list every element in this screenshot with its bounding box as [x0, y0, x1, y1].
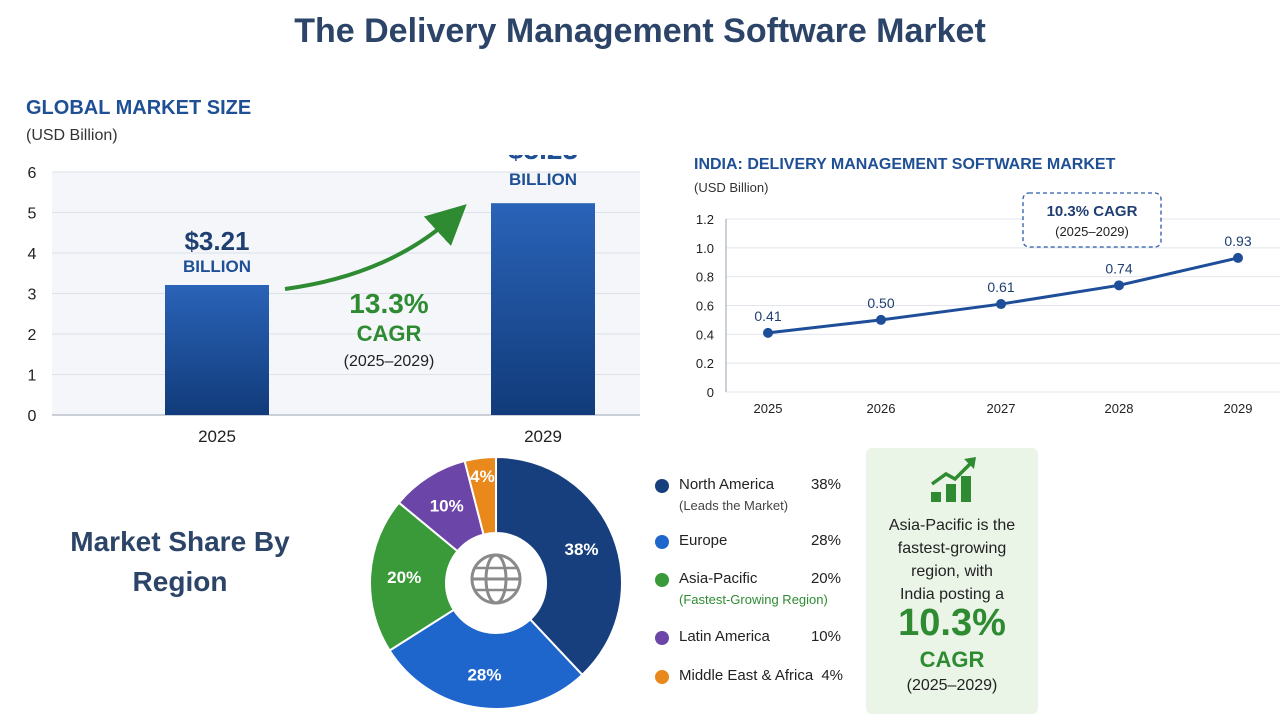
legend-label: North America [679, 476, 775, 493]
callout-line: fastest-growing [897, 540, 1007, 557]
legend-note: (Fastest-Growing Region) [679, 592, 828, 607]
bar-unit-label-2029: BILLION [509, 170, 577, 189]
bar-value-label-2025: $3.21 [184, 226, 249, 256]
line-y-tick-label: 1.0 [696, 241, 714, 256]
donut-slice-middle-east-africa [463, 455, 497, 536]
line-x-tick-label: 2027 [987, 401, 1016, 416]
global-bar-chart: 0 1 2 3 4 5 6 2025 2029 $3.21 BILLION $5.23 BIL… [28, 155, 640, 446]
line-data-label: 0.74 [1105, 260, 1132, 276]
legend-value: 10% [810, 628, 841, 645]
callout-cagr-label: CAGR [919, 647, 985, 672]
bar-value-label-2029: $5.23 [508, 155, 578, 165]
global-chart-title: GLOBAL MARKET SIZE [26, 97, 252, 119]
bar-y-tick-label: 0 [28, 408, 37, 425]
region-heading: Market Share By Region [70, 526, 290, 597]
global-cagr-value: 13.3% [349, 288, 428, 319]
bar-unit-label-2025: BILLION [183, 257, 251, 276]
bar-2025 [165, 284, 269, 415]
india-line-chart: 0 0.2 0.4 0.6 0.8 1.0 1.2 10.3% CAGR (2025–202… [696, 192, 1280, 416]
line-data-label: 0.41 [754, 308, 781, 324]
bar-x-tick-label: 2029 [524, 427, 562, 446]
bar-y-tick-label: 2 [28, 327, 37, 344]
line-point-2028 [1114, 280, 1124, 291]
page-title: The Delivery Management Software Market [294, 12, 986, 50]
line-x-tick-label: 2028 [1105, 401, 1134, 416]
global-cagr-label: CAGR [357, 321, 422, 346]
callout-line: region, with [911, 563, 993, 580]
callout-text: Asia-Pacific is the fastest-growing regi… [866, 514, 1038, 606]
bar-x-tick-label: 2025 [198, 427, 236, 446]
legend-value: 20% [810, 570, 841, 587]
legend-label: Middle East & Africa [679, 667, 814, 684]
line-point-2025 [763, 327, 773, 338]
india-cagr-box [1022, 192, 1162, 248]
legend-swatch-latin-america [655, 631, 669, 645]
donut-slice-label: 20% [387, 568, 421, 587]
callout-line: India posting a [899, 586, 1005, 603]
legend-value: 28% [810, 532, 841, 549]
line-data-label: 0.61 [987, 279, 1014, 295]
legend-value: 4% [821, 667, 843, 684]
growth-chart-icon [930, 457, 976, 502]
legend-swatch-asia-pacific [655, 573, 669, 587]
line-point-2029 [1233, 252, 1243, 263]
donut-slice-label: 4% [470, 467, 495, 486]
legend-swatch-middle-east-africa [655, 670, 669, 684]
line-y-tick-label: 0.4 [696, 327, 714, 342]
globe-icon [470, 553, 522, 605]
donut-slice-north-america [495, 455, 623, 677]
bar-y-tick-label: 5 [28, 206, 37, 223]
callout-cagr-value: 10.3% [898, 602, 1006, 644]
donut-slice-label: 28% [467, 665, 501, 684]
line-point-2026 [876, 314, 886, 325]
legend-note: (Leads the Market) [679, 498, 789, 513]
bar-y-tick-label: 3 [28, 287, 37, 304]
donut-slice-label: 10% [430, 496, 464, 515]
legend-swatch-europe [655, 535, 669, 549]
line-point-2027 [996, 299, 1006, 310]
line-y-tick-label: 0.2 [696, 356, 714, 371]
growth-arrow [284, 204, 467, 291]
line-x-tick-label: 2029 [1224, 401, 1253, 416]
donut-slice-europe [388, 608, 584, 710]
line-y-tick-label: 0.8 [696, 270, 714, 285]
line-data-label: 0.50 [867, 295, 894, 311]
legend-label: Latin America [679, 628, 770, 645]
line-data-label: 0.93 [1224, 233, 1251, 249]
region-donut-chart: 38% 28% 20% 10% 4% [369, 455, 623, 710]
donut-hole [447, 534, 545, 632]
india-cagr-value: 10.3% CAGR [1047, 203, 1138, 220]
bar-y-tick-label: 4 [28, 246, 37, 263]
callout-line: Asia-Pacific is the [888, 517, 1016, 534]
legend-label: Europe [679, 532, 728, 549]
india-series-line [767, 256, 1239, 335]
india-cagr-range: (2025–2029) [1055, 224, 1129, 239]
bar-y-tick-label: 1 [28, 368, 37, 385]
legend-label: Asia-Pacific [679, 570, 758, 587]
line-y-tick-label: 0.6 [696, 299, 714, 314]
line-y-tick-label: 1.2 [696, 212, 714, 227]
callout-range: (2025–2029) [906, 677, 998, 694]
donut-slice-asia-pacific [369, 501, 459, 652]
india-chart-title: INDIA: DELIVERY MANAGEMENT SOFTWARE MARK… [694, 156, 1116, 173]
line-y-tick-label: 0 [707, 385, 714, 400]
line-x-tick-label: 2026 [867, 401, 896, 416]
line-x-tick-label: 2025 [754, 401, 783, 416]
global-cagr-range: (2025–2029) [344, 353, 435, 370]
india-chart-unit: (USD Billion) [694, 180, 769, 195]
legend-value: 38% [810, 476, 841, 493]
bar-2029 [491, 203, 595, 415]
asia-pacific-callout: Asia-Pacific is the fastest-growing regi… [866, 448, 1038, 714]
bar-y-tick-label: 6 [28, 165, 37, 182]
global-chart-unit: (USD Billion) [26, 127, 118, 144]
legend-swatch-north-america [655, 479, 669, 493]
donut-slice-label: 38% [565, 540, 599, 559]
